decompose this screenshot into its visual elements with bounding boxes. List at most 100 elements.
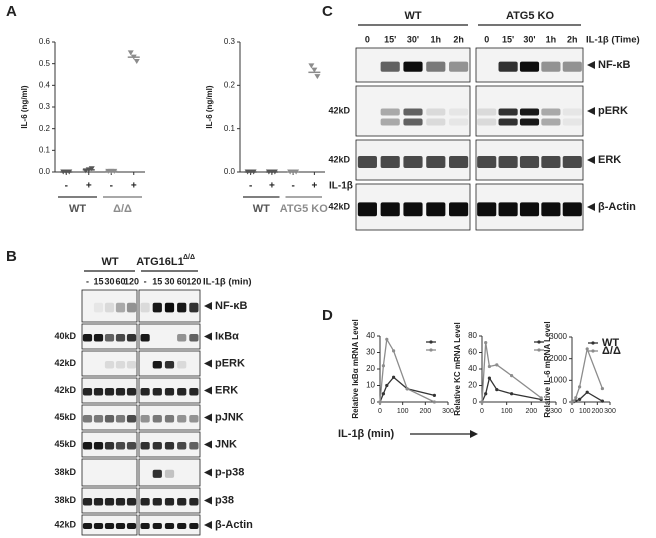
x-tick-label: 0 <box>570 408 574 415</box>
marker <box>432 400 436 404</box>
blot-strip <box>138 458 201 487</box>
mw-label: 42kD <box>54 385 76 395</box>
row-label: IκBα <box>215 330 239 342</box>
mw-label: 42kD <box>328 201 350 211</box>
band <box>357 156 377 168</box>
band <box>380 156 400 168</box>
y-tick-label: 0.4 <box>39 80 51 89</box>
band <box>541 61 561 72</box>
band <box>358 109 377 116</box>
band <box>498 156 518 168</box>
x-tick-label: 100 <box>397 408 409 415</box>
lane-label: 15' <box>502 34 514 44</box>
group-superscript: Δ/Δ <box>183 254 195 261</box>
y-tick-label: 20 <box>468 381 477 390</box>
band <box>562 156 582 168</box>
category-label: - <box>65 181 68 192</box>
band <box>498 108 518 116</box>
lane-label: 1h <box>546 34 557 44</box>
band <box>104 302 115 313</box>
band <box>498 118 518 126</box>
arrow-head <box>587 156 595 164</box>
band <box>519 156 540 168</box>
band <box>426 108 446 116</box>
marker <box>510 392 514 396</box>
x-tick-label: 100 <box>579 408 591 415</box>
series-line <box>481 376 542 403</box>
band <box>426 61 446 72</box>
band <box>358 119 377 126</box>
marker <box>385 337 389 341</box>
band <box>126 442 137 450</box>
series-line <box>571 346 604 403</box>
row-label: NF-κB <box>215 300 247 312</box>
lane-label: 15 <box>152 276 162 286</box>
marker <box>487 376 491 380</box>
band <box>177 334 187 342</box>
arrow-head <box>204 359 212 368</box>
marker <box>578 397 582 401</box>
band <box>541 156 561 168</box>
band <box>94 361 103 369</box>
row-label: pERK <box>598 105 628 117</box>
band <box>177 388 187 396</box>
band <box>358 62 377 72</box>
lane-label: 0 <box>484 34 489 44</box>
band <box>115 523 126 529</box>
row-label: ERK <box>215 384 238 396</box>
band <box>164 302 175 313</box>
lane-label: 60 <box>115 276 125 286</box>
marker <box>378 400 382 404</box>
band <box>562 118 582 126</box>
band <box>152 523 162 529</box>
band <box>164 442 175 450</box>
lane-label: 1h <box>431 34 442 44</box>
y-tick-label: 0.3 <box>224 37 236 46</box>
marker <box>495 388 499 392</box>
series-line <box>481 342 542 403</box>
y-tick-label: 0.6 <box>39 37 51 46</box>
band <box>177 361 187 369</box>
arrow-head <box>587 203 595 211</box>
band <box>477 202 497 217</box>
y-tick-label: 0.1 <box>39 145 51 154</box>
arrow-head <box>587 61 595 69</box>
y-tick-label: 0.2 <box>39 124 51 133</box>
band <box>541 202 561 217</box>
lane-label: - <box>86 276 89 286</box>
marker <box>487 364 491 369</box>
treatment-label: IL-1β (Time) <box>586 35 640 46</box>
blot-strip <box>81 289 138 323</box>
mw-label: 38kD <box>54 495 76 505</box>
y-tick-label: 0 <box>371 397 376 406</box>
blot-strip <box>81 350 138 377</box>
row-label: NF-κB <box>598 59 630 71</box>
band <box>82 388 93 396</box>
legend-marker <box>537 340 541 344</box>
band <box>449 61 469 72</box>
band <box>82 498 93 506</box>
band <box>126 361 137 369</box>
band <box>189 442 199 450</box>
marker <box>480 400 484 404</box>
band <box>115 334 126 342</box>
band <box>403 118 423 126</box>
band <box>126 415 137 423</box>
category-label: + <box>86 181 92 192</box>
band <box>177 415 187 423</box>
row-label: JNK <box>215 438 237 450</box>
y-tick-label: 0.1 <box>224 124 236 133</box>
band <box>93 334 104 342</box>
band <box>189 361 198 369</box>
band <box>127 470 136 478</box>
band <box>82 442 93 450</box>
band <box>189 470 198 478</box>
x-tick-label: 300 <box>550 408 562 415</box>
arrow-head <box>204 302 212 310</box>
marker <box>495 363 499 367</box>
marker <box>484 392 488 396</box>
band <box>164 415 175 423</box>
mw-label: 42kD <box>54 358 76 368</box>
band <box>140 442 150 450</box>
arrow-head <box>204 521 212 529</box>
